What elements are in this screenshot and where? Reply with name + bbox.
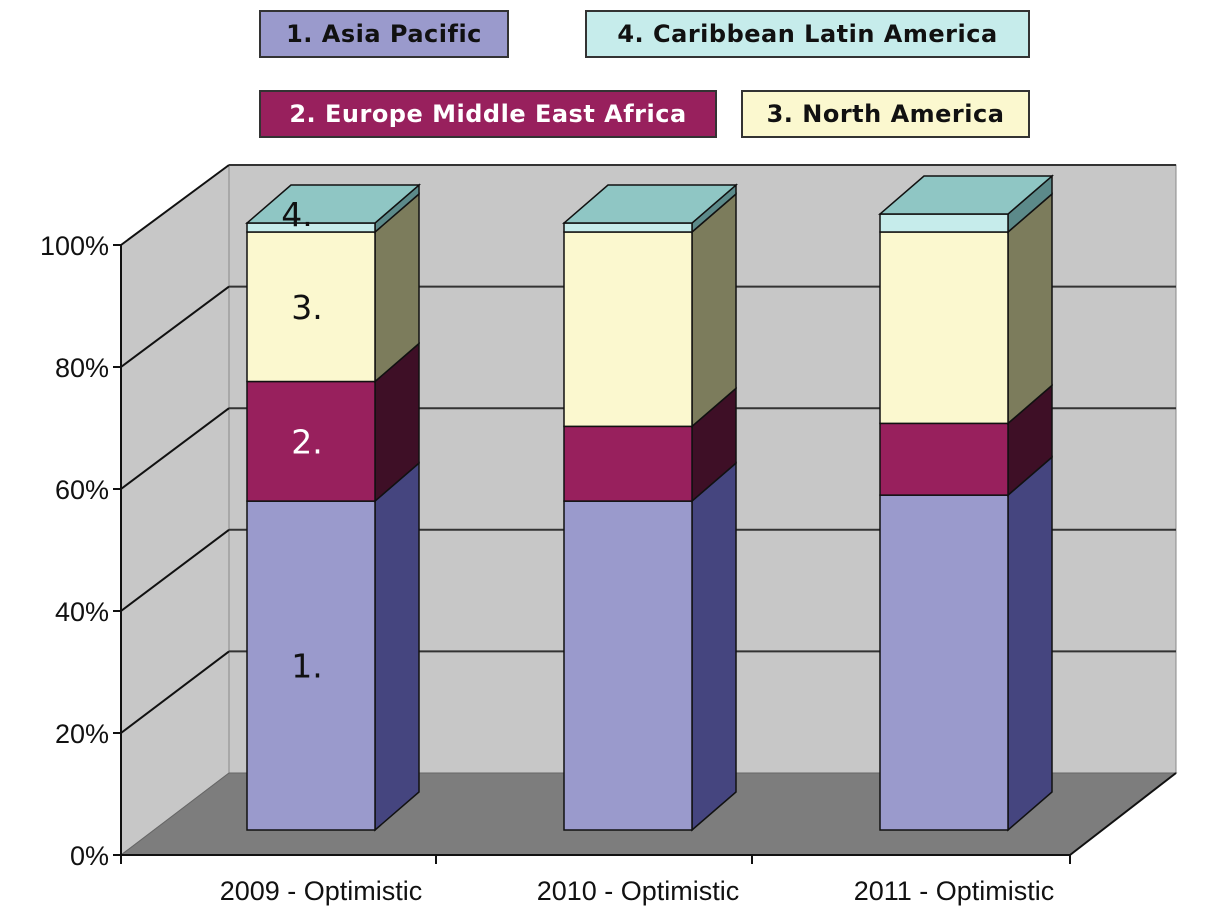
y-tick-label: 0%	[70, 841, 109, 871]
segment-label: 4.	[281, 195, 313, 234]
bar-segment	[879, 213, 1009, 233]
bar-side	[691, 461, 737, 832]
y-tick-label: 100%	[40, 231, 109, 261]
segment-label: 1.	[291, 647, 323, 686]
bar-segment	[879, 231, 1009, 425]
bar-side	[1007, 192, 1053, 425]
bar-segment	[246, 380, 376, 502]
bar-top	[244, 184, 422, 224]
bar-segment	[563, 222, 693, 233]
bar-top	[561, 184, 739, 224]
x-category-label: 2011 - Optimistic	[854, 876, 1055, 906]
gridline-side	[120, 650, 230, 734]
y-tick-label: 60%	[55, 475, 109, 505]
y-tick-label: 80%	[55, 353, 109, 383]
bar-segment	[563, 500, 693, 831]
bar-side	[691, 192, 737, 428]
bar-segment	[563, 231, 693, 428]
segment-label: 3.	[291, 288, 323, 327]
bar-top	[877, 175, 1055, 215]
y-tick-label: 40%	[55, 597, 109, 627]
legend-item-caribbean-latin-america: 4. Caribbean Latin America	[585, 10, 1030, 58]
bar-segment	[879, 494, 1009, 831]
legend-item-europe-middle-east-africa: 2. Europe Middle East Africa	[259, 90, 717, 138]
bar-side	[1007, 455, 1053, 832]
x-category-label: 2009 - Optimistic	[220, 876, 423, 906]
x-category-label: 2010 - Optimistic	[537, 876, 740, 906]
gridline-side	[120, 285, 230, 368]
legend-item-north-america: 3. North America	[741, 90, 1030, 138]
bar-side	[374, 461, 420, 832]
segment-label: 2.	[291, 422, 323, 461]
floor-edge	[1069, 772, 1177, 856]
gridline-side	[120, 529, 230, 612]
bar-segment	[246, 500, 376, 831]
bar-segment	[246, 231, 376, 383]
side-wall	[120, 164, 230, 857]
gridline-side	[120, 164, 230, 246]
gridline-side	[120, 407, 230, 490]
bar-segment	[563, 425, 693, 502]
bar-segment	[879, 422, 1009, 496]
legend-item-asia-pacific: 1. Asia Pacific	[259, 10, 509, 58]
y-tick-label: 20%	[55, 719, 109, 749]
